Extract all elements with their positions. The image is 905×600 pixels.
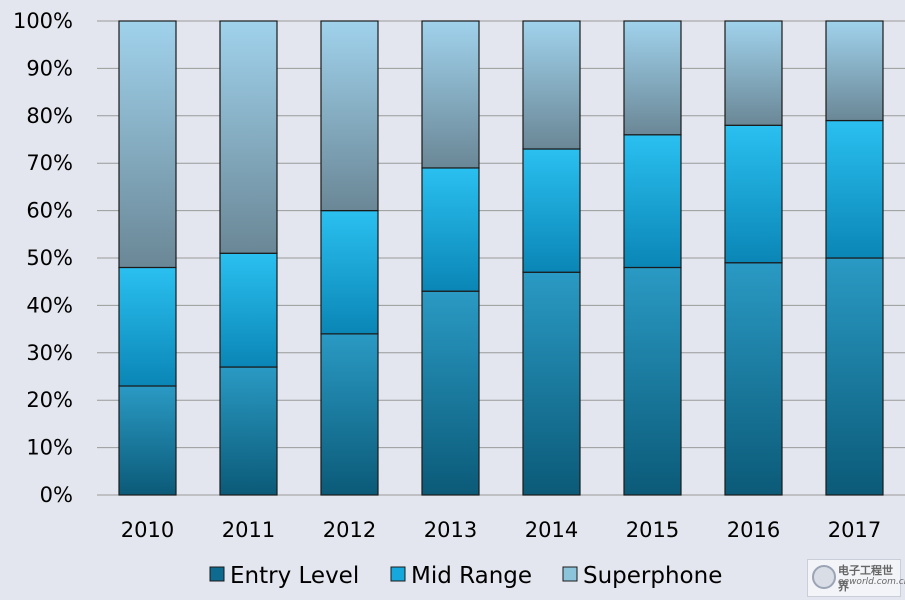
y-tick-label: 80% xyxy=(26,104,73,128)
y-tick-label: 100% xyxy=(13,9,73,33)
bar-segment-mid-range xyxy=(623,134,682,269)
legend-swatch-entry-level xyxy=(209,566,225,582)
bar-segment-mid-range xyxy=(724,124,783,264)
y-tick-label: 70% xyxy=(26,151,73,175)
watermark-badge: 电子工程世界 eeworld.com.cn xyxy=(807,559,905,597)
legend-label: Entry Level xyxy=(230,563,359,589)
bar-segment-superphone xyxy=(724,20,783,126)
x-tick-label: 2017 xyxy=(828,518,881,542)
y-tick-label: 0% xyxy=(40,483,73,507)
bar-segment-mid-range xyxy=(522,148,581,273)
bar-segment-superphone xyxy=(421,20,480,169)
bar-segment-superphone xyxy=(118,20,177,269)
bar-segment-entry-level xyxy=(724,262,783,496)
legend-label: Mid Range xyxy=(411,563,532,589)
gridlines xyxy=(97,20,905,496)
bar-segment-superphone xyxy=(522,20,581,150)
eeworld-logo-icon xyxy=(812,565,836,589)
y-tick-label: 50% xyxy=(26,246,73,270)
watermark-url: eeworld.com.cn xyxy=(838,577,905,587)
bar-segment-mid-range xyxy=(421,167,480,292)
bar-segment-entry-level xyxy=(118,385,177,496)
bar-segment-superphone xyxy=(623,20,682,136)
legend-swatch-mid-range xyxy=(390,566,406,582)
bar-segment-superphone xyxy=(219,20,278,254)
bar-segment-entry-level xyxy=(825,257,884,496)
x-tick-label: 2012 xyxy=(323,518,376,542)
bar-segment-entry-level xyxy=(421,290,480,496)
x-tick-label: 2015 xyxy=(626,518,679,542)
x-tick-label: 2016 xyxy=(727,518,780,542)
x-axis-tick-labels: 2010 2011 2012 2013 2014 2015 2016 2017 xyxy=(121,518,881,542)
bar-segment-superphone xyxy=(320,20,379,212)
x-tick-label: 2011 xyxy=(222,518,275,542)
legend-swatch-superphone xyxy=(562,566,578,582)
y-tick-label: 60% xyxy=(26,199,73,223)
y-tick-label: 10% xyxy=(26,436,73,460)
legend-label: Superphone xyxy=(583,563,722,589)
bar-segment-mid-range xyxy=(118,266,177,387)
bar-segment-mid-range xyxy=(825,119,884,259)
bar-segment-entry-level xyxy=(219,366,278,496)
y-axis-tick-labels: 0% 10% 20% 30% 40% 50% 60% 70% 80% 90% 100% xyxy=(13,9,73,507)
bar-segment-entry-level xyxy=(623,266,682,496)
bar-segment-superphone xyxy=(825,20,884,122)
bar-segment-entry-level xyxy=(320,333,379,496)
bar-segment-mid-range xyxy=(320,210,379,335)
bars xyxy=(118,20,884,496)
x-tick-label: 2013 xyxy=(424,518,477,542)
y-tick-label: 30% xyxy=(26,341,73,365)
y-tick-label: 20% xyxy=(26,388,73,412)
bar-segment-entry-level xyxy=(522,271,581,496)
x-tick-label: 2014 xyxy=(525,518,578,542)
bar-segment-mid-range xyxy=(219,252,278,368)
y-tick-label: 40% xyxy=(26,293,73,317)
y-tick-label: 90% xyxy=(26,56,73,80)
watermark-cn-text: 电子工程世界 xyxy=(838,564,893,593)
x-tick-label: 2010 xyxy=(121,518,174,542)
legend: Entry Level Mid Range Superphone xyxy=(209,563,722,589)
